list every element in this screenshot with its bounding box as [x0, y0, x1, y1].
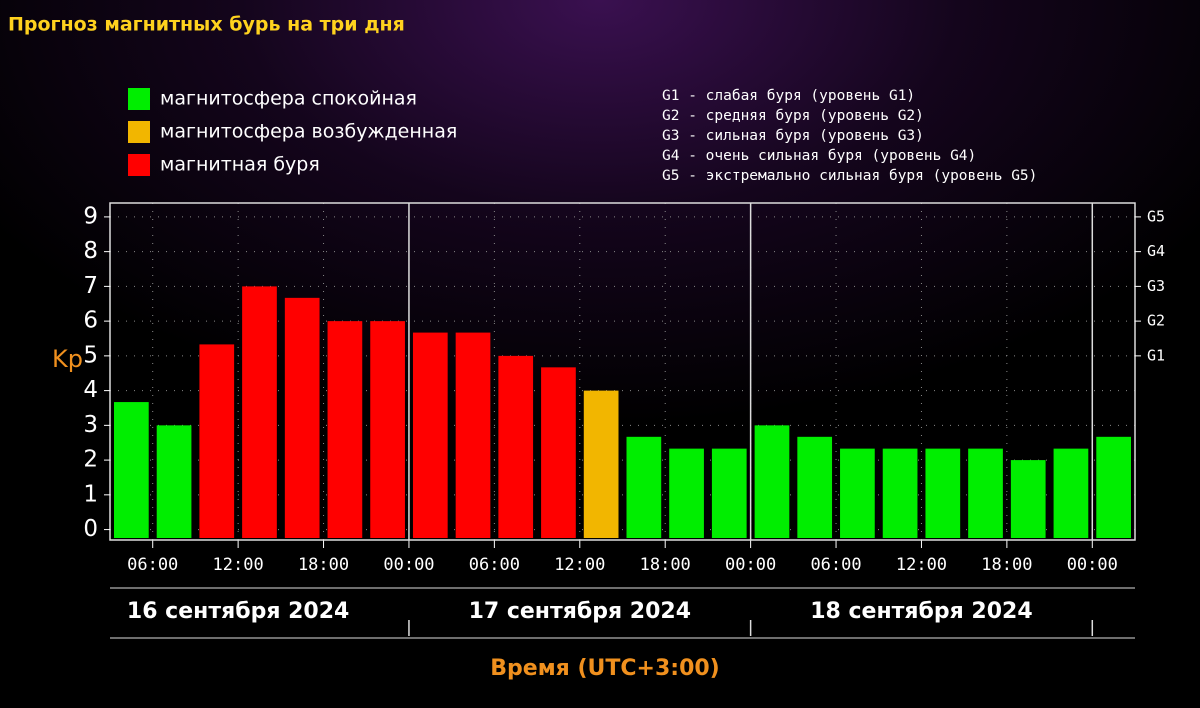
- legend-label: магнитосфера спокойная: [160, 88, 417, 110]
- y2-tick-label: G3: [1147, 277, 1165, 295]
- y-tick-label: 5: [83, 342, 98, 368]
- y-tick-label: 6: [83, 308, 98, 334]
- legend-label: магнитная буря: [160, 154, 320, 176]
- bar: [412, 332, 448, 538]
- y-tick-label: 3: [83, 412, 98, 438]
- x-tick-label: 00:00: [383, 555, 434, 575]
- level-legend: G4 - очень сильная буря (уровень G4): [662, 148, 976, 164]
- y2-tick-label: G5: [1147, 207, 1165, 225]
- level-legend: G2 - средняя буря (уровень G2): [662, 108, 924, 124]
- bar: [925, 448, 961, 538]
- bar: [583, 390, 619, 538]
- y-tick-label: 1: [83, 481, 98, 507]
- bar: [199, 344, 235, 538]
- plot-frame: [109, 202, 1136, 541]
- bar: [284, 297, 320, 538]
- x-tick-label: 00:00: [1067, 555, 1118, 575]
- bar: [882, 448, 918, 538]
- bar: [455, 332, 491, 538]
- y-tick-label: 0: [83, 516, 98, 542]
- bar: [327, 321, 363, 538]
- x-tick-label: 00:00: [725, 555, 776, 575]
- bar: [840, 448, 875, 538]
- level-legend: G5 - экстремально сильная буря (уровень …: [662, 168, 1037, 184]
- legend-swatch: [128, 88, 150, 110]
- x-tick-label: 18:00: [298, 555, 349, 575]
- bar: [156, 425, 192, 538]
- bar: [541, 367, 576, 538]
- level-legend: G1 - слабая буря (уровень G1): [662, 88, 915, 104]
- y-tick-label: 9: [83, 203, 98, 229]
- legend-swatch: [128, 154, 150, 176]
- x-tick-label: 18:00: [640, 555, 691, 575]
- x-tick-label: 18:00: [981, 555, 1032, 575]
- y2-tick-label: G2: [1147, 312, 1165, 330]
- y2-tick-label: G4: [1147, 242, 1165, 260]
- day-label: 16 сентября 2024: [127, 599, 349, 624]
- bar: [626, 436, 662, 538]
- y-axis-label: Kp: [52, 345, 83, 373]
- y2-tick-label: G1: [1147, 346, 1165, 364]
- x-tick-label: 12:00: [896, 555, 947, 575]
- bar: [968, 448, 1003, 538]
- bar: [1096, 436, 1131, 538]
- x-axis-label: Время (UTC+3:00): [490, 656, 720, 681]
- bar: [498, 355, 534, 538]
- level-legend: G3 - сильная буря (уровень G3): [662, 128, 924, 144]
- bar: [370, 321, 405, 538]
- y-tick-label: 2: [83, 447, 98, 473]
- bar: [669, 448, 704, 538]
- bar: [711, 448, 747, 538]
- bar: [754, 425, 790, 538]
- x-tick-label: 06:00: [810, 555, 861, 575]
- y-tick-label: 7: [83, 273, 98, 299]
- legend-label: магнитосфера возбужденная: [160, 121, 457, 143]
- day-label: 17 сентября 2024: [469, 599, 691, 624]
- bar: [242, 286, 277, 538]
- chart-title: Прогноз магнитных бурь на три дня: [8, 14, 405, 36]
- day-label: 18 сентября 2024: [810, 599, 1032, 624]
- x-tick-label: 12:00: [213, 555, 264, 575]
- bar: [114, 402, 149, 538]
- bar: [1053, 448, 1089, 538]
- x-tick-label: 06:00: [469, 555, 520, 575]
- bar: [797, 436, 833, 538]
- y-tick-label: 8: [83, 238, 98, 264]
- bar: [1010, 460, 1046, 538]
- x-tick-label: 12:00: [554, 555, 605, 575]
- x-tick-label: 06:00: [127, 555, 178, 575]
- y-tick-label: 4: [83, 377, 98, 403]
- legend-swatch: [128, 121, 150, 143]
